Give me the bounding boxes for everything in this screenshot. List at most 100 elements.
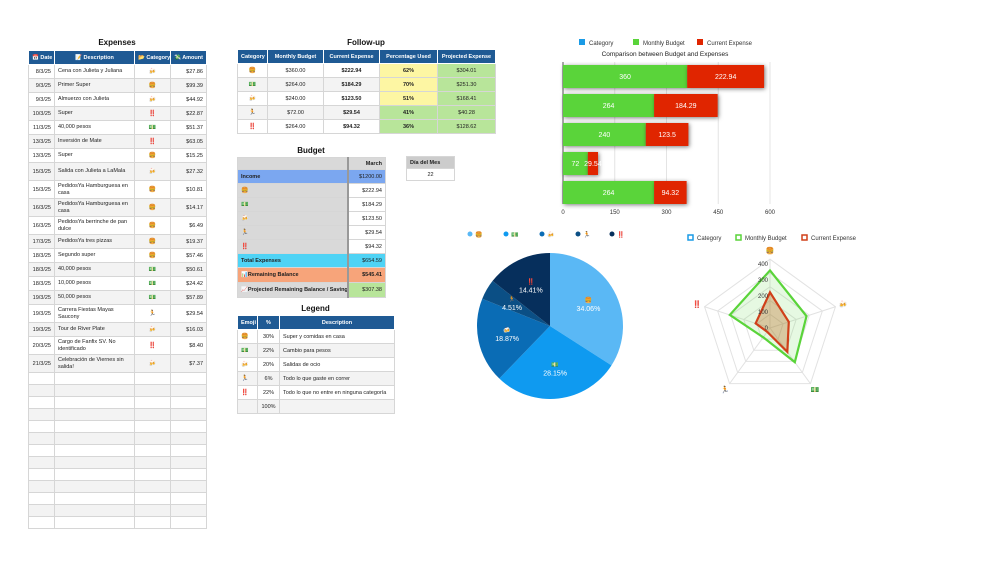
empty-cell[interactable] xyxy=(54,372,135,385)
empty-cell[interactable] xyxy=(54,432,135,445)
empty-row[interactable] xyxy=(28,420,207,433)
empty-cell[interactable] xyxy=(134,444,171,457)
percent-cell[interactable]: 20% xyxy=(257,357,280,372)
empty-cell[interactable] xyxy=(28,372,55,385)
expense-row[interactable]: 8/3/25 Cena con Julieta y Juliana 🍻 $27.86 xyxy=(28,64,207,79)
description-cell[interactable]: Cena con Julieta y Juliana xyxy=(54,64,135,79)
expense-row[interactable]: 13/3/25 Super 🍔 $15.25 xyxy=(28,148,207,163)
bar-budget[interactable] xyxy=(563,94,655,117)
empty-cell[interactable] xyxy=(28,444,55,457)
budget-label-cell[interactable]: Total Expenses xyxy=(237,253,348,268)
date-cell[interactable]: 20/3/25 xyxy=(28,336,55,355)
budget-row[interactable]: 🍻 $123.50 xyxy=(237,211,386,226)
empty-cell[interactable] xyxy=(170,504,207,517)
date-cell[interactable]: 19/3/25 xyxy=(28,322,55,337)
empty-cell[interactable] xyxy=(54,504,135,517)
empty-cell[interactable] xyxy=(170,432,207,445)
empty-cell[interactable] xyxy=(134,420,171,433)
blank-header[interactable] xyxy=(237,157,348,170)
bar-budget[interactable] xyxy=(563,181,655,204)
description-cell[interactable]: 40,000 pesos xyxy=(54,120,135,135)
amount-cell[interactable]: $8.40 xyxy=(170,336,207,355)
budget-row[interactable]: 🍔 $222.94 xyxy=(237,183,386,198)
budget-value-cell[interactable]: $1200.00 xyxy=(346,169,386,184)
empty-cell[interactable] xyxy=(54,456,135,469)
amount-cell[interactable]: $24.42 xyxy=(170,276,207,291)
description-cell[interactable]: Cargo de Fanfix SV. No identificado xyxy=(54,336,135,355)
empty-cell[interactable] xyxy=(170,492,207,505)
amount-cell[interactable]: $44.92 xyxy=(170,92,207,107)
empty-row[interactable] xyxy=(28,480,207,493)
percent-cell[interactable]: 22% xyxy=(257,385,280,400)
amount-cell[interactable]: $15.25 xyxy=(170,148,207,163)
category-cell[interactable]: 🍔 xyxy=(134,198,171,217)
legend-row[interactable]: 🍔 30% Super y comidas en casa xyxy=(237,329,395,344)
description-cell[interactable]: Super xyxy=(54,148,135,163)
amount-cell[interactable]: $22.87 xyxy=(170,106,207,121)
date-cell[interactable]: 8/3/25 xyxy=(28,64,55,79)
budget-label-cell[interactable]: 🍔 xyxy=(237,183,348,198)
date-cell[interactable]: 9/3/25 xyxy=(28,78,55,93)
category-cell[interactable]: 🍻 xyxy=(134,322,171,337)
expense-row[interactable]: 15/3/25 PedidosYa Hamburguesa en casa 🍔 $10… xyxy=(28,180,207,199)
date-cell[interactable]: 18/3/25 xyxy=(28,248,55,263)
percentage-cell[interactable]: 51% xyxy=(379,91,438,106)
empty-cell[interactable] xyxy=(134,396,171,409)
budget-label-cell[interactable]: 🏃 xyxy=(237,225,348,240)
description-cell[interactable]: Celebración de Viernes sin salida! xyxy=(54,354,135,373)
date-cell[interactable]: 13/3/25 xyxy=(28,148,55,163)
emoji-cell[interactable] xyxy=(237,399,258,414)
expense-row[interactable]: 13/3/25 Inversión de Mate ‼️ $63.05 xyxy=(28,134,207,149)
legend-row[interactable]: 🏃 6% Todo lo que gaste en correr xyxy=(237,371,395,386)
legend-row[interactable]: 💵 22% Cambio para pesos xyxy=(237,343,395,358)
category-cell[interactable]: 🏃 xyxy=(237,105,268,120)
empty-cell[interactable] xyxy=(28,432,55,445)
empty-cell[interactable] xyxy=(170,444,207,457)
expense-row[interactable]: 11/3/25 40,000 pesos 💵 $51.37 xyxy=(28,120,207,135)
date-cell[interactable]: 18/3/25 xyxy=(28,262,55,277)
empty-row[interactable] xyxy=(28,372,207,385)
bar-expense[interactable] xyxy=(587,152,599,175)
amount-cell[interactable]: $50.61 xyxy=(170,262,207,277)
expense-row[interactable]: 15/3/25 Salida con Julieta a LaMala 🍻 $27.3… xyxy=(28,162,207,181)
budget-label-cell[interactable]: 📊Remaining Balance xyxy=(237,267,348,283)
bar-budget[interactable] xyxy=(563,123,646,146)
empty-cell[interactable] xyxy=(134,480,171,493)
percent-cell[interactable]: 100% xyxy=(257,399,280,414)
empty-row[interactable] xyxy=(28,492,207,505)
category-cell[interactable]: 💵 xyxy=(134,262,171,277)
description-cell[interactable]: Super y comidas en casa xyxy=(279,329,395,344)
legend-row[interactable]: 🍻 20% Salidas de ocio xyxy=(237,357,395,372)
description-cell[interactable]: PedidosYa Hamburguesa en casa xyxy=(54,180,135,199)
description-cell[interactable]: Todo lo que no entre en ninguna categorí… xyxy=(279,385,395,400)
empty-cell[interactable] xyxy=(134,432,171,445)
empty-row[interactable] xyxy=(28,408,207,421)
bar-expense[interactable] xyxy=(654,181,687,204)
budget-cell[interactable]: $360.00 xyxy=(267,63,324,78)
description-cell[interactable]: 10,000 pesos xyxy=(54,276,135,291)
expense-row[interactable]: 10/3/25 Super ‼️ $22.87 xyxy=(28,106,207,121)
category-cell[interactable]: 🍔 xyxy=(134,180,171,199)
expense-row[interactable]: 20/3/25 Cargo de Fanfix SV. No identifica… xyxy=(28,336,207,355)
followup-row[interactable]: 🍻 $240.00 $123.50 51% $168.41 xyxy=(237,91,496,106)
emoji-cell[interactable]: 🏃 xyxy=(237,371,258,386)
empty-cell[interactable] xyxy=(28,516,55,529)
description-cell[interactable]: Salida con Julieta a LaMala xyxy=(54,162,135,181)
budget-cell[interactable]: $72.00 xyxy=(267,105,324,120)
category-cell[interactable]: 🍻 xyxy=(134,64,171,79)
description-cell[interactable]: PedidosYa berrinche de pan dulce xyxy=(54,216,135,235)
empty-cell[interactable] xyxy=(28,396,55,409)
category-cell[interactable]: 🍔 xyxy=(134,78,171,93)
expense-row[interactable]: 19/3/25 Tour de River Plate 🍻 $16.03 xyxy=(28,322,207,337)
budget-row[interactable]: 📈Projected Remaining Balance / Savings $3… xyxy=(237,282,386,298)
empty-row[interactable] xyxy=(28,456,207,469)
description-cell[interactable]: Tour de River Plate xyxy=(54,322,135,337)
bar-expense[interactable] xyxy=(654,94,718,117)
budget-value-cell[interactable]: $307.38 xyxy=(346,282,386,298)
budget-value-cell[interactable]: $545.41 xyxy=(346,267,386,283)
expense-row[interactable]: 17/3/25 PedidosYa tres pizzas 🍔 $19.37 xyxy=(28,234,207,249)
emoji-cell[interactable]: 🍻 xyxy=(237,357,258,372)
expense-row[interactable]: 9/3/25 Almuerzo con Julieta 🍻 $44.92 xyxy=(28,92,207,107)
projected-cell[interactable]: $168.41 xyxy=(437,91,496,106)
date-cell[interactable]: 18/3/25 xyxy=(28,276,55,291)
